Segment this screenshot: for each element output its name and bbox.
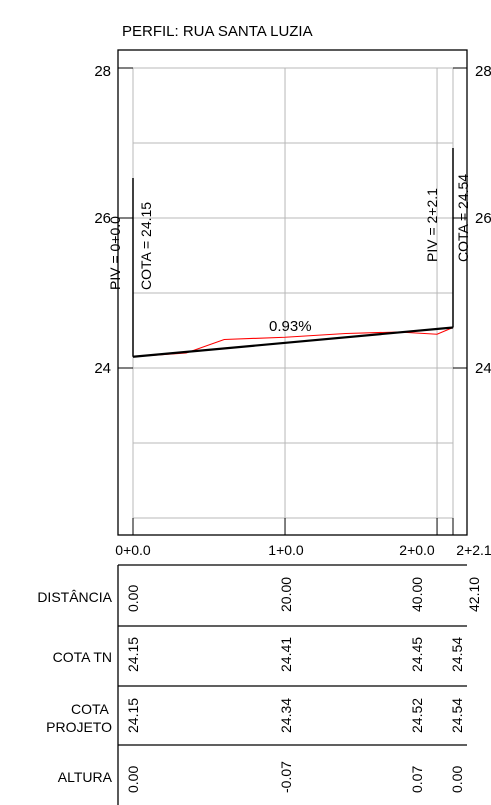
table-cell: 40.00 — [409, 577, 425, 612]
y-tick-label-left: 28 — [94, 63, 111, 80]
chart-frame — [117, 49, 468, 536]
table-row-label: COTA TN — [53, 649, 112, 665]
table-cell: 24.54 — [449, 698, 465, 733]
piv-end-elevation: COTA = 24.54 — [455, 174, 471, 262]
table-row-label: ALTURA — [58, 769, 113, 785]
y-tick-label-right: 28 — [475, 63, 491, 80]
table-cell: 24.52 — [409, 698, 425, 733]
table-row-label: DISTÂNCIA — [37, 589, 112, 605]
table-row-label: COTA PROJETO — [46, 701, 112, 735]
y-tick-label-right: 26 — [475, 210, 491, 227]
table-row-label-line: PROJETO — [46, 719, 112, 735]
chart-grid — [118, 67, 467, 535]
x-tick-label: 0+0.0 — [115, 542, 151, 558]
x-tick-label: 1+0.0 — [268, 542, 304, 558]
data-table: DISTÂNCIA COTA TN COTA PROJETO ALTURA 0.… — [37, 564, 482, 805]
table-cell: 0.00 — [449, 766, 465, 793]
y-tick-label-left: 26 — [94, 210, 111, 227]
design-grade-line — [132, 326, 454, 358]
y-tick-label-right: 24 — [475, 360, 491, 377]
table-cell: 24.34 — [278, 698, 294, 733]
chart-marks — [132, 326, 454, 358]
table-cell: 0.00 — [125, 585, 141, 612]
table-cell: 24.41 — [278, 637, 294, 672]
table-cell: 24.54 — [449, 637, 465, 672]
table-cell: 24.15 — [125, 698, 141, 733]
table-cell: 0.00 — [125, 766, 141, 793]
profile-title: PERFIL: RUA SANTA LUZIA — [122, 23, 313, 40]
x-tick-label: 2+0.0 — [399, 542, 435, 558]
piv-start-elevation: COTA = 24.15 — [138, 202, 154, 290]
table-cell: -0.07 — [278, 761, 294, 793]
x-tick-label: 2+2.1 — [456, 542, 491, 558]
grade-label: 0.93% — [269, 318, 312, 335]
table-cell: 24.15 — [125, 637, 141, 672]
piv-start-station: PIV = 0+0.0 — [107, 216, 123, 290]
piv-end-station: PIV = 2+2.1 — [424, 188, 440, 262]
table-cell: 20.00 — [278, 577, 294, 612]
table-cell: 42.10 — [466, 577, 482, 612]
table-row-label-line: COTA — [71, 701, 110, 717]
table-cell: 0.07 — [409, 766, 425, 793]
table-cell: 24.45 — [409, 637, 425, 672]
y-tick-label-left: 24 — [94, 360, 111, 377]
